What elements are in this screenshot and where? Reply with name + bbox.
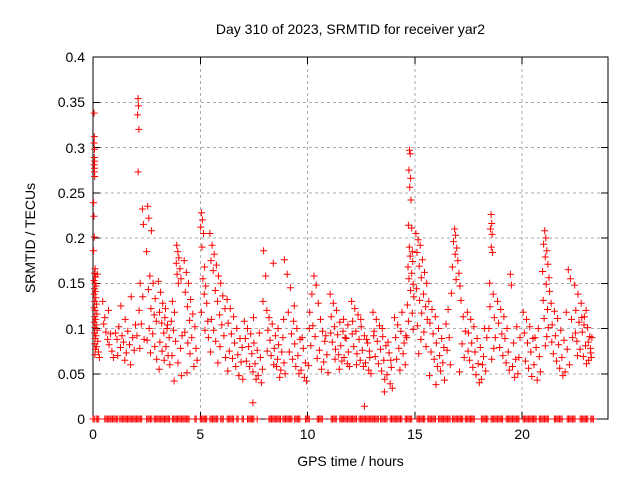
x-axis-label: GPS time / hours xyxy=(297,453,404,469)
x-tick-label: 20 xyxy=(514,426,530,442)
y-tick-label: 0.25 xyxy=(57,184,85,201)
y-tick-label: 0.35 xyxy=(57,94,85,111)
y-tick-label: 0.1 xyxy=(65,320,85,337)
x-tick-label: 0 xyxy=(89,426,97,442)
scatter-points xyxy=(89,95,597,423)
y-tick-label: 0.15 xyxy=(57,275,85,292)
y-tick-label: 0 xyxy=(77,411,85,427)
y-tick-label: 0.05 xyxy=(57,365,85,382)
x-tick-label: 10 xyxy=(299,426,316,442)
y-tick-label: 0.2 xyxy=(65,230,85,246)
x-tick-label: 5 xyxy=(196,426,205,442)
y-tick-label: 0.4 xyxy=(65,49,85,65)
x-tick-label: 15 xyxy=(407,426,423,442)
chart-title: Day 310 of 2023, SRMTID for receiver yar… xyxy=(215,21,486,37)
y-tick-label: 0.3 xyxy=(65,139,85,156)
